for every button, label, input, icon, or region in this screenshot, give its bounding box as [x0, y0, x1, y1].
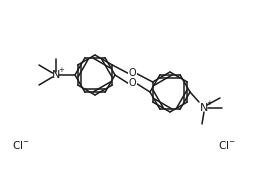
Text: +: + — [59, 67, 65, 73]
Text: O: O — [129, 79, 136, 89]
Text: N: N — [200, 103, 208, 113]
Text: O: O — [129, 69, 136, 79]
Text: Cl$^{-}$: Cl$^{-}$ — [218, 139, 235, 151]
Text: +: + — [207, 100, 212, 106]
Text: N: N — [52, 70, 60, 80]
Text: Cl$^{-}$: Cl$^{-}$ — [12, 139, 29, 151]
